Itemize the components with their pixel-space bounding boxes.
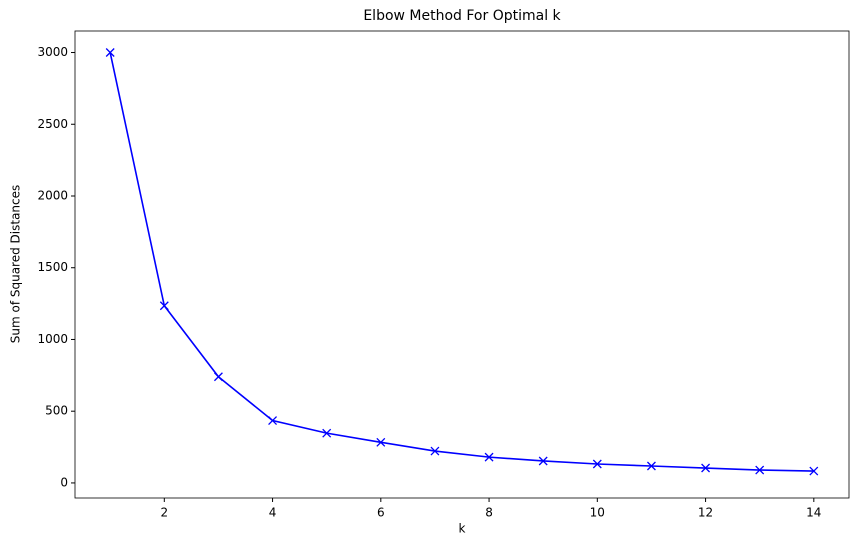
x-tick-label: 14 <box>806 506 821 520</box>
marker <box>538 456 548 466</box>
y-tick-label: 1500 <box>37 260 68 274</box>
line <box>109 52 814 472</box>
marker <box>376 437 386 447</box>
marker <box>592 459 602 469</box>
plot-frame <box>74 30 850 499</box>
marker <box>322 428 332 438</box>
marker <box>809 466 819 476</box>
y-tick-label: 1000 <box>37 332 68 346</box>
marker <box>105 48 115 57</box>
y-tick-label: 2000 <box>37 188 68 202</box>
marker <box>159 301 169 311</box>
x-tick-label: 4 <box>269 506 277 520</box>
marker <box>484 452 494 462</box>
x-tick-label: 2 <box>160 506 168 520</box>
x-tick-label: 12 <box>698 506 713 520</box>
marker <box>430 446 440 456</box>
y-tick-label: 0 <box>60 475 68 489</box>
marker <box>755 465 765 475</box>
x-tick-label: 10 <box>590 506 605 520</box>
chart-title: Elbow Method For Optimal k <box>363 8 561 24</box>
y-tick-label: 500 <box>45 404 68 418</box>
marker <box>646 461 656 471</box>
x-tick-label: 6 <box>377 506 385 520</box>
x-axis-label: k <box>459 522 466 536</box>
marker <box>268 416 278 425</box>
y-tick-label: 2500 <box>37 117 68 131</box>
marker <box>701 463 711 473</box>
x-tick-label: 8 <box>485 506 493 520</box>
y-tick-label: 3000 <box>37 45 68 59</box>
y-axis-label: Sum of Squared Distances <box>9 185 23 344</box>
marker <box>213 372 223 382</box>
